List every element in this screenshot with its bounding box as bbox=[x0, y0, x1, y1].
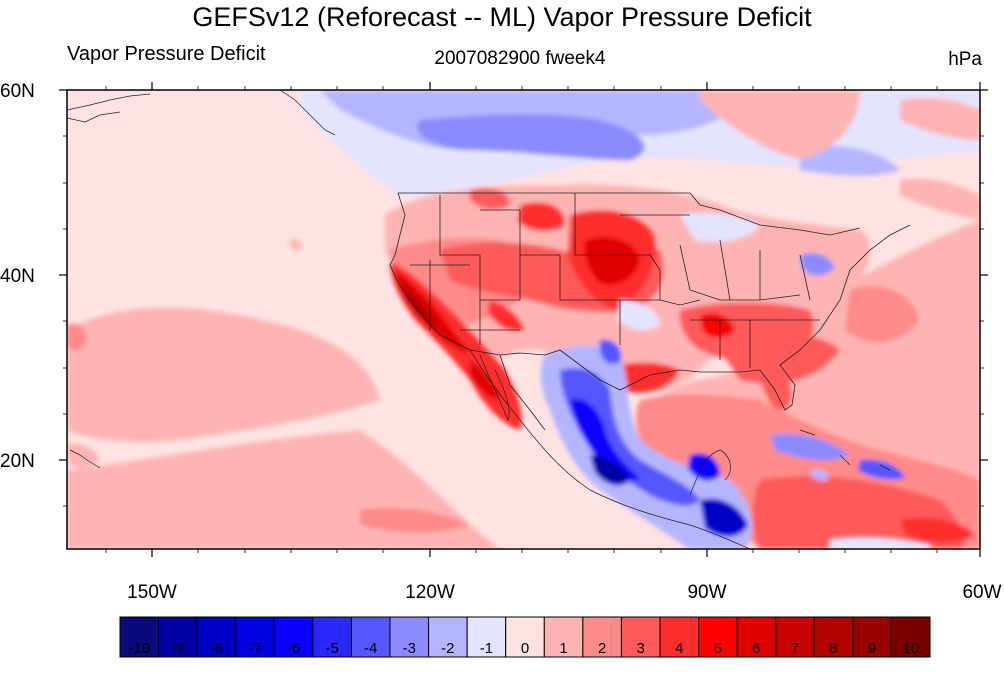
colorbar-swatch bbox=[158, 616, 198, 658]
colorbar-tick-label: -1 bbox=[479, 640, 494, 657]
lon-label-150w: 150W bbox=[127, 582, 177, 603]
colorbar-tick-label: 10 bbox=[902, 640, 920, 657]
colorbar-tick-label: 6 bbox=[752, 640, 761, 657]
colorbar-tick-label: -6 bbox=[286, 640, 301, 657]
colorbar-swatch bbox=[505, 616, 545, 658]
lat-label-20n: 20N bbox=[0, 451, 35, 472]
lat-label-40n: 40N bbox=[0, 266, 35, 287]
colorbar-swatch bbox=[312, 616, 352, 658]
colorbar-tick-label: -2 bbox=[441, 640, 455, 657]
map-frame bbox=[66, 89, 981, 550]
colorbar-tick-label: -3 bbox=[402, 640, 416, 657]
colorbar-tick-label: 7 bbox=[790, 640, 800, 657]
colorbar-swatch bbox=[466, 616, 507, 658]
colorbar-tick-label: -8 bbox=[209, 640, 224, 657]
variable-name: Vapor Pressure Deficit bbox=[67, 43, 266, 65]
colorbar-swatch bbox=[235, 616, 275, 658]
colorbar-tick-label: 9 bbox=[867, 640, 877, 657]
colorbar-tick-label: 3 bbox=[636, 640, 645, 657]
colorbar-tick-label: -4 bbox=[364, 640, 378, 657]
lon-label-120w: 120W bbox=[405, 582, 455, 603]
colorbar-swatch bbox=[890, 616, 931, 658]
colorbar-tick-label: 1 bbox=[559, 640, 568, 657]
colorbar-swatch bbox=[852, 616, 892, 658]
colorbar-tick-label: -5 bbox=[325, 640, 339, 657]
units-label: hPa bbox=[948, 49, 982, 70]
colorbar-swatch bbox=[119, 616, 160, 658]
forecast-date-label: 2007082900 fweek4 bbox=[434, 48, 606, 69]
colorbar-tick-label: 8 bbox=[829, 640, 838, 657]
lon-label-60w: 60W bbox=[962, 582, 1002, 603]
lon-label-90w: 90W bbox=[687, 582, 727, 603]
lat-label-60n: 60N bbox=[0, 81, 35, 102]
colorbar-tick-label: -7 bbox=[248, 640, 262, 657]
colorbar-swatch bbox=[620, 616, 661, 658]
colorbar-swatch bbox=[389, 616, 430, 658]
colorbar-swatch bbox=[582, 616, 622, 658]
colorbar-swatch bbox=[428, 616, 468, 658]
colorbar-tick-label: 4 bbox=[675, 640, 684, 657]
colorbar-tick-label: -10 bbox=[128, 640, 151, 657]
colorbar-swatch bbox=[736, 616, 777, 658]
colorbar-tick-label: 2 bbox=[597, 640, 607, 657]
colorbar-swatch bbox=[543, 616, 584, 658]
colorbar-tick-label: 0 bbox=[520, 640, 530, 657]
colorbar-tick-label: 5 bbox=[713, 640, 723, 657]
map-title: GEFSv12 (Reforecast -- ML) Vapor Pressur… bbox=[192, 2, 812, 32]
colorbar-tick-label: -9 bbox=[171, 640, 185, 657]
